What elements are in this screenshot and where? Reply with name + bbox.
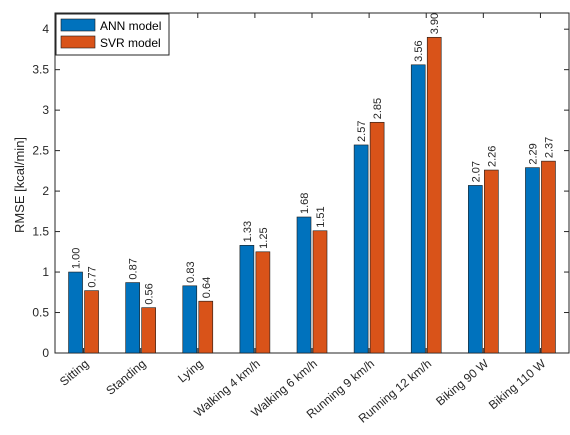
svr-bar [198,300,214,354]
data-label: 2.29 [527,143,539,164]
ann-bar [239,245,255,354]
y-tick-label: 0 [42,346,49,360]
data-label: 2.26 [486,146,498,167]
data-label: 2.07 [470,161,482,182]
ann-bar [353,144,369,354]
y-axis-label: RMSE [kcal/min] [12,137,27,233]
data-label: 0.64 [201,277,213,298]
ann-bar [182,285,198,354]
svr-bar [255,251,271,354]
legend-label-svr: SVR model [100,36,161,50]
data-label: 0.83 [185,261,197,282]
data-label: 0.56 [144,283,156,304]
svr-bar [426,36,442,354]
svr-bar [369,121,385,354]
data-label: 1.00 [71,248,83,269]
data-label: 1.25 [258,227,270,248]
y-tick-label: 0.5 [32,306,49,320]
y-tick-label: 1 [42,265,49,279]
legend-label-ann: ANN model [100,19,161,33]
y-tick-label: 2.5 [32,144,49,158]
y-tick-label: 3 [42,103,49,117]
ann-bar [68,271,83,354]
y-tick-label: 2 [42,184,49,198]
y-tick-label: 3.5 [32,63,49,77]
svr-bar [484,169,499,354]
data-label: 0.87 [128,258,140,279]
svr-bar [84,290,99,354]
svr-bar [541,160,556,354]
legend-swatch-svr [60,35,96,49]
data-label: 2.37 [543,137,555,158]
data-label: 2.85 [372,98,384,119]
data-label: 2.57 [356,121,368,142]
legend: ANN model SVR model [55,13,170,56]
ann-bar [525,167,540,354]
data-label: 3.90 [429,13,441,34]
svr-bar [312,230,328,354]
y-tick-label: 1.5 [32,225,49,239]
ann-bar [125,282,140,354]
data-label: 1.68 [299,193,311,214]
legend-swatch-ann [60,18,96,32]
ann-bar [296,216,312,354]
data-label: 0.77 [87,266,99,287]
data-label: 3.56 [413,40,425,61]
svr-bar [141,307,156,354]
ann-bar [410,64,426,354]
data-label: 1.51 [315,206,327,227]
data-label: 1.33 [242,221,254,242]
ann-bar [468,185,483,354]
y-tick-label: 4 [42,22,49,36]
